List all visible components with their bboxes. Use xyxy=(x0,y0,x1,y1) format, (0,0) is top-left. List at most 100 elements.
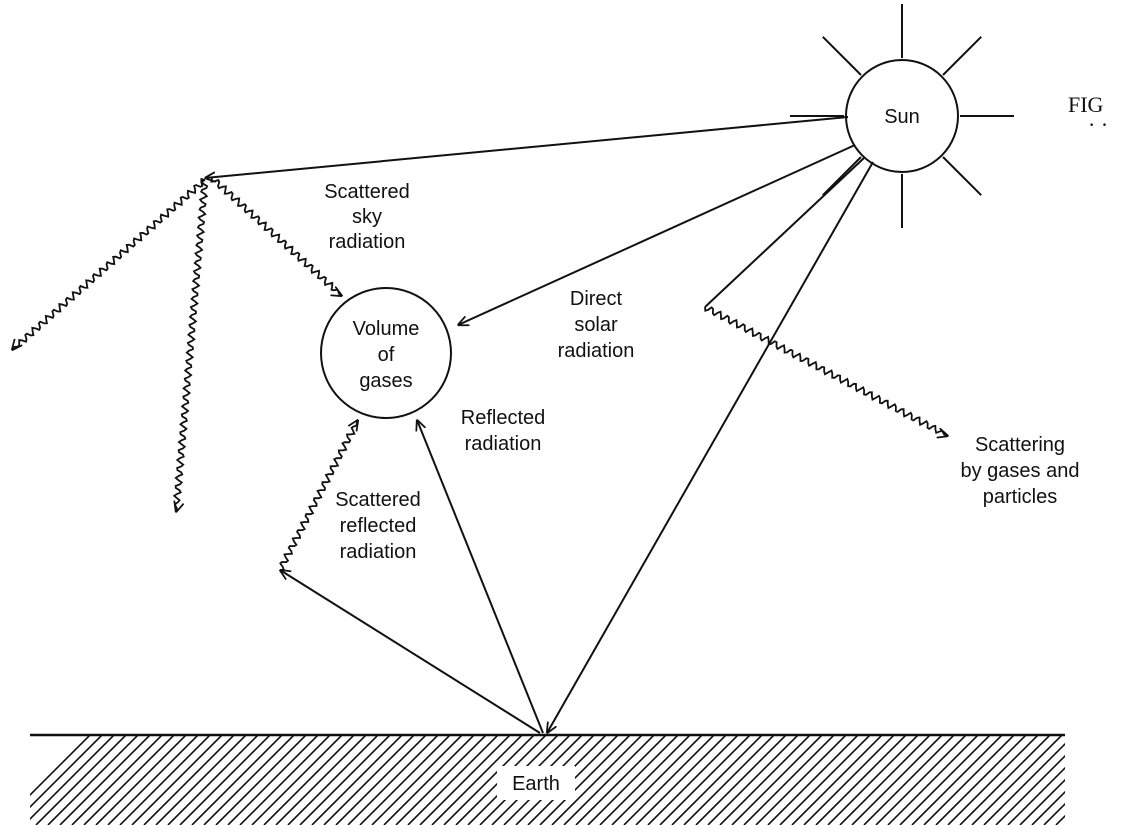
sun-disk xyxy=(845,59,959,173)
gas-volume-line-1: Volume xyxy=(353,318,420,340)
hatch-stroke xyxy=(30,735,103,809)
sun-label: Sun xyxy=(884,106,920,128)
hatch-stroke xyxy=(407,735,499,825)
hatch-stroke xyxy=(827,735,919,825)
hatch-stroke xyxy=(551,735,643,825)
hatch-stroke xyxy=(335,735,427,825)
hatch-stroke xyxy=(359,735,451,825)
hatch-stroke xyxy=(791,735,883,825)
label-reflected-2: radiation xyxy=(465,433,542,455)
hatch-stroke xyxy=(323,735,415,825)
hatch-stroke xyxy=(767,735,859,825)
label-scattering-gases-3: particles xyxy=(983,486,1057,508)
hatch-stroke xyxy=(671,735,763,825)
hatch-stroke xyxy=(731,735,823,825)
label-direct-solar-2: solar xyxy=(574,314,618,336)
hatch-stroke xyxy=(167,735,259,825)
earth: Earth xyxy=(30,733,1132,825)
hatch-stroke xyxy=(1116,735,1132,825)
hatch-stroke xyxy=(971,735,1063,825)
hatch-stroke xyxy=(191,735,283,825)
hatch-stroke xyxy=(30,735,115,821)
label-reflected-1: Reflected xyxy=(461,407,546,429)
hatch-stroke xyxy=(851,735,943,825)
hatch-stroke xyxy=(599,735,691,825)
hatch-stroke xyxy=(995,754,1065,825)
hatch-stroke xyxy=(143,735,235,825)
earth-label: Earth xyxy=(512,773,560,795)
hatch-stroke xyxy=(119,735,211,825)
hatch-stroke xyxy=(647,735,739,825)
sun-ray xyxy=(942,36,982,76)
hatch-stroke xyxy=(1104,735,1132,825)
hatch-stroke xyxy=(719,735,811,825)
hatch-stroke xyxy=(1128,735,1132,825)
direct-solar-ray xyxy=(458,144,856,325)
hatch-stroke xyxy=(227,735,319,825)
hatch-stroke xyxy=(383,735,475,825)
hatch-stroke xyxy=(575,735,667,825)
hatch-stroke xyxy=(395,735,487,825)
hatch-stroke xyxy=(239,735,331,825)
hatch-stroke xyxy=(911,735,1003,825)
label-direct-solar: Direct solar radiation xyxy=(558,288,635,362)
hatch-stroke xyxy=(443,735,535,825)
earth-hatching xyxy=(30,735,1132,825)
hatch-stroke xyxy=(875,735,967,825)
hatch-stroke xyxy=(179,735,271,825)
hatch-stroke xyxy=(539,735,631,825)
gas-volume-line-2: of xyxy=(378,344,395,366)
hatch-stroke xyxy=(563,735,655,825)
hatch-stroke xyxy=(299,735,391,825)
hatch-stroke xyxy=(275,735,367,825)
hatch-stroke xyxy=(263,735,355,825)
sun-ray xyxy=(822,36,862,76)
hatch-stroke xyxy=(83,735,175,825)
sun-to-earth-ray xyxy=(547,161,874,733)
hatch-stroke xyxy=(983,742,1065,825)
label-scattered-sky-1: Scattered xyxy=(324,181,410,203)
reflected-ray xyxy=(417,420,544,734)
gas-volume: Volume of gases xyxy=(320,287,452,419)
hatch-stroke xyxy=(803,735,895,825)
sun-to-scatter-point-ray xyxy=(704,157,865,308)
hatch-stroke xyxy=(95,735,187,825)
hatch-stroke xyxy=(59,735,151,825)
hatch-stroke xyxy=(30,735,91,797)
label-scattering-gases-1: Scattering xyxy=(975,434,1065,456)
sun-ray xyxy=(822,156,862,196)
hatch-stroke xyxy=(623,735,715,825)
label-direct-solar-1: Direct xyxy=(570,288,623,310)
label-scattered-reflected-2: reflected xyxy=(340,515,417,537)
hatch-stroke xyxy=(1092,735,1132,825)
hatch-stroke xyxy=(1068,735,1132,825)
hatch-stroke xyxy=(1043,802,1065,825)
hatch-stroke xyxy=(1031,790,1065,825)
hatch-stroke xyxy=(347,735,439,825)
hatch-stroke xyxy=(1055,814,1065,825)
hatch-stroke xyxy=(743,735,835,825)
sun-rays xyxy=(790,4,1014,228)
label-direct-solar-3: radiation xyxy=(558,340,635,362)
hatch-stroke xyxy=(887,735,979,825)
earth-label-backdrop xyxy=(497,766,575,800)
hatch-stroke xyxy=(935,735,1027,825)
label-reflected: Reflected radiation xyxy=(461,407,546,455)
label-scattered-reflected-1: Scattered xyxy=(335,489,421,511)
reflected-to-scatter-ray xyxy=(280,570,541,734)
hatch-stroke xyxy=(131,735,223,825)
hatch-stroke xyxy=(635,735,727,825)
hatch-stroke xyxy=(107,735,199,825)
hatch-stroke xyxy=(863,735,955,825)
hatch-stroke xyxy=(371,735,463,825)
hatch-stroke xyxy=(755,735,847,825)
hatch-stroke xyxy=(419,735,511,825)
label-scattered-sky-3: radiation xyxy=(329,231,406,253)
figure-tag-mark: · · xyxy=(1088,112,1108,137)
figure-tag: FIG xyxy=(1068,92,1104,117)
gas-volume-line-3: gases xyxy=(359,370,412,392)
label-scattering-gases-2: by gases and xyxy=(961,460,1080,482)
hatch-stroke xyxy=(959,735,1051,825)
hatch-stroke xyxy=(47,735,139,825)
